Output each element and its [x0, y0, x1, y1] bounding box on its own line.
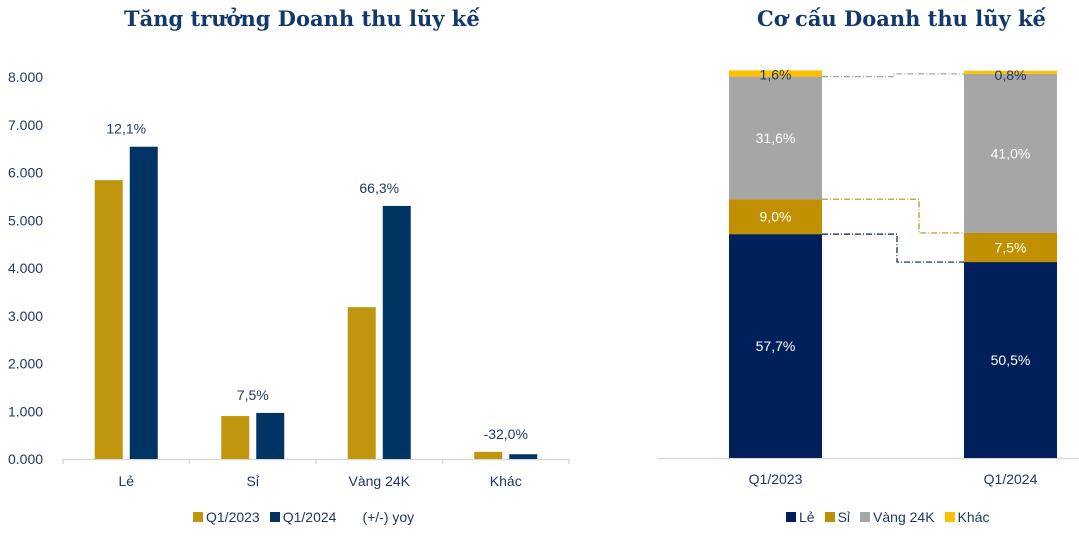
bar-q1-2024: [382, 205, 411, 459]
bar-q1-2023: [221, 416, 250, 459]
stacked-segment-vàng-24k: [729, 76, 822, 200]
stacked-segment-sỉ: [964, 232, 1057, 263]
legend-item-q1-2023: Q1/2023: [193, 509, 260, 525]
yoy-data-label: 66,3%: [359, 180, 399, 196]
legend-item-vang-24k: Vàng 24K: [860, 509, 935, 525]
y-tick-label: 1.000: [8, 403, 43, 419]
x-tick-label: Vàng 24K: [349, 473, 411, 489]
segment-data-label: 57,7%: [756, 338, 796, 354]
left-legend: Q1/2023 Q1/2024 (+/-) yoy: [193, 509, 424, 525]
bar-q1-2023: [474, 451, 503, 459]
stacked-segment-lẻ: [964, 262, 1057, 458]
bar-q1-2024: [129, 146, 158, 459]
stacked-segment-khác: [964, 70, 1057, 74]
legend-item-yoy: (+/-) yoy: [362, 509, 414, 525]
stacked-segment-khác: [729, 70, 822, 77]
right-legend: Lẻ Sỉ Vàng 24K Khác: [786, 509, 999, 525]
segment-data-label: 0,8%: [995, 67, 1027, 83]
series-connector-line: [822, 198, 964, 234]
y-tick-label: 2.000: [8, 356, 43, 372]
left-chart-title: Tăng trưởng Doanh thu lũy kế: [124, 6, 480, 31]
x-tick-label: Khác: [490, 473, 522, 489]
series-connector-line: [822, 233, 964, 263]
bar-q1-2023: [94, 180, 123, 459]
y-tick-label: 6.000: [8, 165, 43, 181]
segment-data-label: 50,5%: [991, 352, 1031, 368]
legend-swatch: [193, 512, 203, 522]
y-tick-label: 8.000: [8, 69, 43, 85]
legend-label: Sỉ: [837, 509, 851, 525]
segment-data-label: 9,0%: [760, 209, 792, 225]
legend-label: Vàng 24K: [873, 509, 935, 525]
stacked-segment-vàng-24k: [964, 73, 1057, 233]
bar-q1-2024: [256, 412, 285, 459]
segment-data-label: 7,5%: [995, 240, 1027, 256]
legend-item-khac: Khác: [944, 509, 990, 525]
legend-item-q1-2024: Q1/2024: [269, 509, 337, 525]
legend-swatch: [824, 512, 835, 522]
legend-swatch: [269, 512, 280, 522]
segment-data-label: 1,6%: [760, 66, 792, 82]
legend-item-le: Lẻ: [786, 509, 815, 525]
yoy-data-label: -32,0%: [484, 426, 528, 442]
series-connector-line: [822, 73, 964, 78]
legend-label: Lẻ: [799, 509, 815, 525]
legend-swatch: [944, 512, 955, 522]
legend-swatch: [786, 512, 796, 522]
legend-label: Q1/2023: [206, 509, 260, 525]
y-tick-label: 7.000: [8, 117, 43, 133]
segment-data-label: 41,0%: [991, 145, 1031, 161]
x-tick-label: Q1/2023: [749, 471, 803, 487]
x-tick-label: Sỉ: [247, 473, 260, 489]
yoy-data-label: 12,1%: [106, 121, 146, 137]
legend-label: Q1/2024: [282, 509, 337, 525]
legend-label: Khác: [957, 509, 990, 525]
right-chart-title: Cơ cấu Doanh thu lũy kế: [757, 6, 1046, 31]
yoy-data-label: 7,5%: [237, 387, 269, 403]
legend-swatch: [860, 512, 871, 522]
x-tick-label: Q1/2024: [984, 471, 1038, 487]
bar-q1-2024: [509, 454, 538, 459]
legend-label: (+/-) yoy: [362, 509, 415, 525]
bar-q1-2023: [347, 307, 376, 459]
y-tick-label: 5.000: [8, 212, 43, 228]
y-tick-label: 0.000: [8, 451, 43, 467]
segment-data-label: 31,6%: [756, 130, 796, 146]
y-tick-label: 3.000: [8, 308, 43, 324]
legend-item-si: Sỉ: [824, 509, 851, 525]
stacked-segment-lẻ: [729, 234, 822, 458]
stacked-segment-sỉ: [729, 199, 822, 235]
y-tick-label: 4.000: [8, 260, 43, 276]
x-tick-label: Lẻ: [118, 473, 134, 489]
